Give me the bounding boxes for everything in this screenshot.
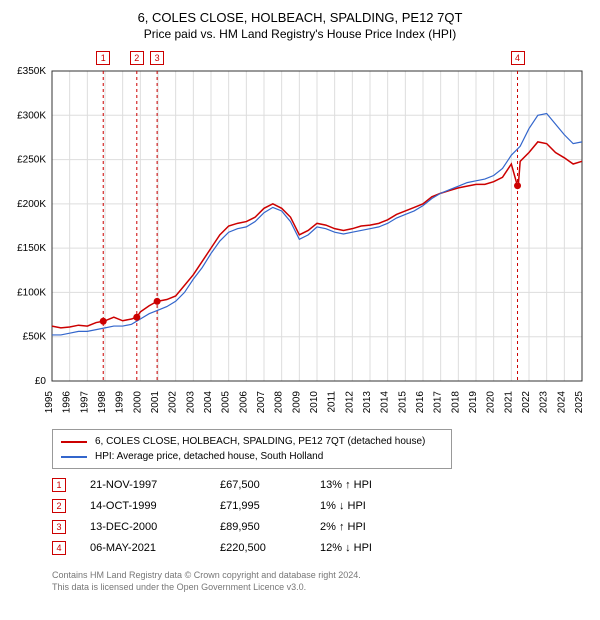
svg-text:1997: 1997 (79, 391, 90, 414)
svg-text:2012: 2012 (344, 391, 355, 414)
svg-text:2008: 2008 (274, 391, 285, 414)
footer-line1: Contains HM Land Registry data © Crown c… (52, 569, 588, 582)
sale-date: 13-DEC-2000 (90, 517, 220, 538)
svg-text:1995: 1995 (44, 391, 55, 414)
svg-text:£200K: £200K (17, 199, 46, 210)
svg-text:2004: 2004 (203, 391, 214, 414)
svg-text:2015: 2015 (397, 391, 408, 414)
sale-date: 14-OCT-1999 (90, 496, 220, 517)
svg-text:2024: 2024 (556, 391, 567, 414)
svg-text:2001: 2001 (150, 391, 161, 414)
sale-marker-top-3: 3 (150, 51, 164, 65)
svg-text:2022: 2022 (521, 391, 532, 414)
sale-marker-top-4: 4 (511, 51, 525, 65)
svg-text:2011: 2011 (327, 391, 338, 413)
svg-text:2006: 2006 (238, 391, 249, 414)
sale-date: 06-MAY-2021 (90, 538, 220, 559)
svg-text:£50K: £50K (23, 332, 47, 343)
svg-text:£350K: £350K (17, 66, 46, 77)
svg-text:2023: 2023 (539, 391, 550, 414)
page-subtitle: Price paid vs. HM Land Registry's House … (12, 27, 588, 41)
legend-row: HPI: Average price, detached house, Sout… (61, 449, 443, 464)
sale-delta: 1% ↓ HPI (320, 496, 440, 517)
svg-text:£250K: £250K (17, 155, 46, 166)
sale-price: £220,500 (220, 538, 320, 559)
svg-text:£0: £0 (35, 376, 47, 387)
svg-text:2019: 2019 (468, 391, 479, 414)
chart-svg: £0 £50K £100K £150K £200K £250K £300K £350K 1995… (12, 49, 588, 419)
sale-row: 4 06-MAY-2021£220,50012% ↓ HPI (52, 538, 588, 559)
svg-text:2010: 2010 (309, 391, 320, 414)
legend-label: 6, COLES CLOSE, HOLBEACH, SPALDING, PE12… (95, 434, 425, 449)
legend-box: 6, COLES CLOSE, HOLBEACH, SPALDING, PE12… (52, 429, 452, 469)
chart-area: £0 £50K £100K £150K £200K £250K £300K £350K 1995… (12, 49, 588, 419)
sale-delta: 2% ↑ HPI (320, 517, 440, 538)
footer-line2: This data is licensed under the Open Gov… (52, 581, 588, 594)
svg-text:2003: 2003 (185, 391, 196, 414)
svg-text:2017: 2017 (433, 391, 444, 414)
page-title: 6, COLES CLOSE, HOLBEACH, SPALDING, PE12… (12, 10, 588, 25)
svg-text:2005: 2005 (221, 391, 232, 414)
svg-text:1999: 1999 (115, 391, 126, 414)
sale-delta: 12% ↓ HPI (320, 538, 440, 559)
sale-marker-box: 1 (52, 478, 66, 492)
svg-text:2000: 2000 (132, 391, 143, 414)
svg-text:2016: 2016 (415, 391, 426, 414)
sale-marker-box: 4 (52, 541, 66, 555)
sale-row: 1 21-NOV-1997£67,50013% ↑ HPI (52, 475, 588, 496)
sale-row: 3 13-DEC-2000£89,9502% ↑ HPI (52, 517, 588, 538)
svg-text:2013: 2013 (362, 391, 373, 414)
sale-date: 21-NOV-1997 (90, 475, 220, 496)
footer-attribution: Contains HM Land Registry data © Crown c… (52, 569, 588, 594)
sale-price: £71,995 (220, 496, 320, 517)
svg-text:2020: 2020 (486, 391, 497, 414)
sale-price: £67,500 (220, 475, 320, 496)
sale-marker-top-1: 1 (96, 51, 110, 65)
svg-text:£100K: £100K (17, 287, 46, 298)
sale-marker-box: 3 (52, 520, 66, 534)
svg-text:2025: 2025 (574, 391, 585, 414)
svg-text:£150K: £150K (17, 243, 46, 254)
legend-swatch (61, 441, 87, 443)
svg-text:2018: 2018 (450, 391, 461, 414)
sales-table: 1 21-NOV-1997£67,50013% ↑ HPI 2 14-OCT-1999… (52, 475, 588, 559)
svg-text:1998: 1998 (97, 391, 108, 414)
sale-marker-box: 2 (52, 499, 66, 513)
svg-text:2002: 2002 (168, 391, 179, 414)
sale-price: £89,950 (220, 517, 320, 538)
sale-marker-top-2: 2 (130, 51, 144, 65)
legend-swatch (61, 456, 87, 458)
svg-text:2014: 2014 (380, 391, 391, 414)
svg-text:£300K: £300K (17, 110, 46, 121)
sale-delta: 13% ↑ HPI (320, 475, 440, 496)
sale-row: 2 14-OCT-1999£71,9951% ↓ HPI (52, 496, 588, 517)
legend-row: 6, COLES CLOSE, HOLBEACH, SPALDING, PE12… (61, 434, 443, 449)
svg-text:2007: 2007 (256, 391, 267, 414)
legend-label: HPI: Average price, detached house, Sout… (95, 449, 323, 464)
svg-text:2009: 2009 (291, 391, 302, 414)
svg-text:1996: 1996 (62, 391, 73, 414)
svg-text:2021: 2021 (503, 391, 514, 414)
